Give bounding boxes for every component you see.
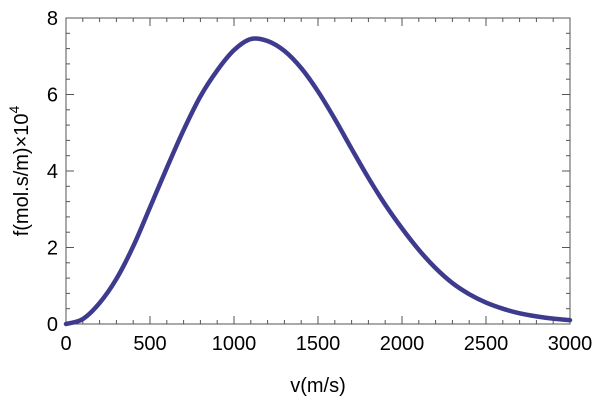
x-tick-label: 2500	[464, 333, 509, 355]
y-tick-label: 6	[47, 85, 58, 107]
y-tick-label: 0	[47, 314, 58, 336]
series-line	[63, 36, 573, 327]
x-tick-label: 2000	[380, 333, 425, 355]
x-axis-label: v(m/s)	[290, 375, 346, 397]
x-tick-label: 500	[133, 333, 166, 355]
x-tick-label: 0	[60, 333, 71, 355]
x-tick-label: 1500	[296, 333, 341, 355]
x-tick-label: 1000	[212, 333, 257, 355]
y-tick-label: 4	[47, 161, 58, 183]
y-axis-label: f(mol.s/m)×104	[6, 105, 33, 236]
y-tick-label: 2	[47, 238, 58, 260]
y-tick-label: 8	[47, 8, 58, 30]
tick-labels: 0 500 1000 1500 2000 2500 3000 0 2 4 6 8	[47, 8, 592, 355]
plot-frame	[65, 17, 571, 325]
x-tick-label: 3000	[548, 333, 593, 355]
ticks	[65, 17, 571, 325]
y-axis-label-exponent: 4	[6, 105, 22, 113]
